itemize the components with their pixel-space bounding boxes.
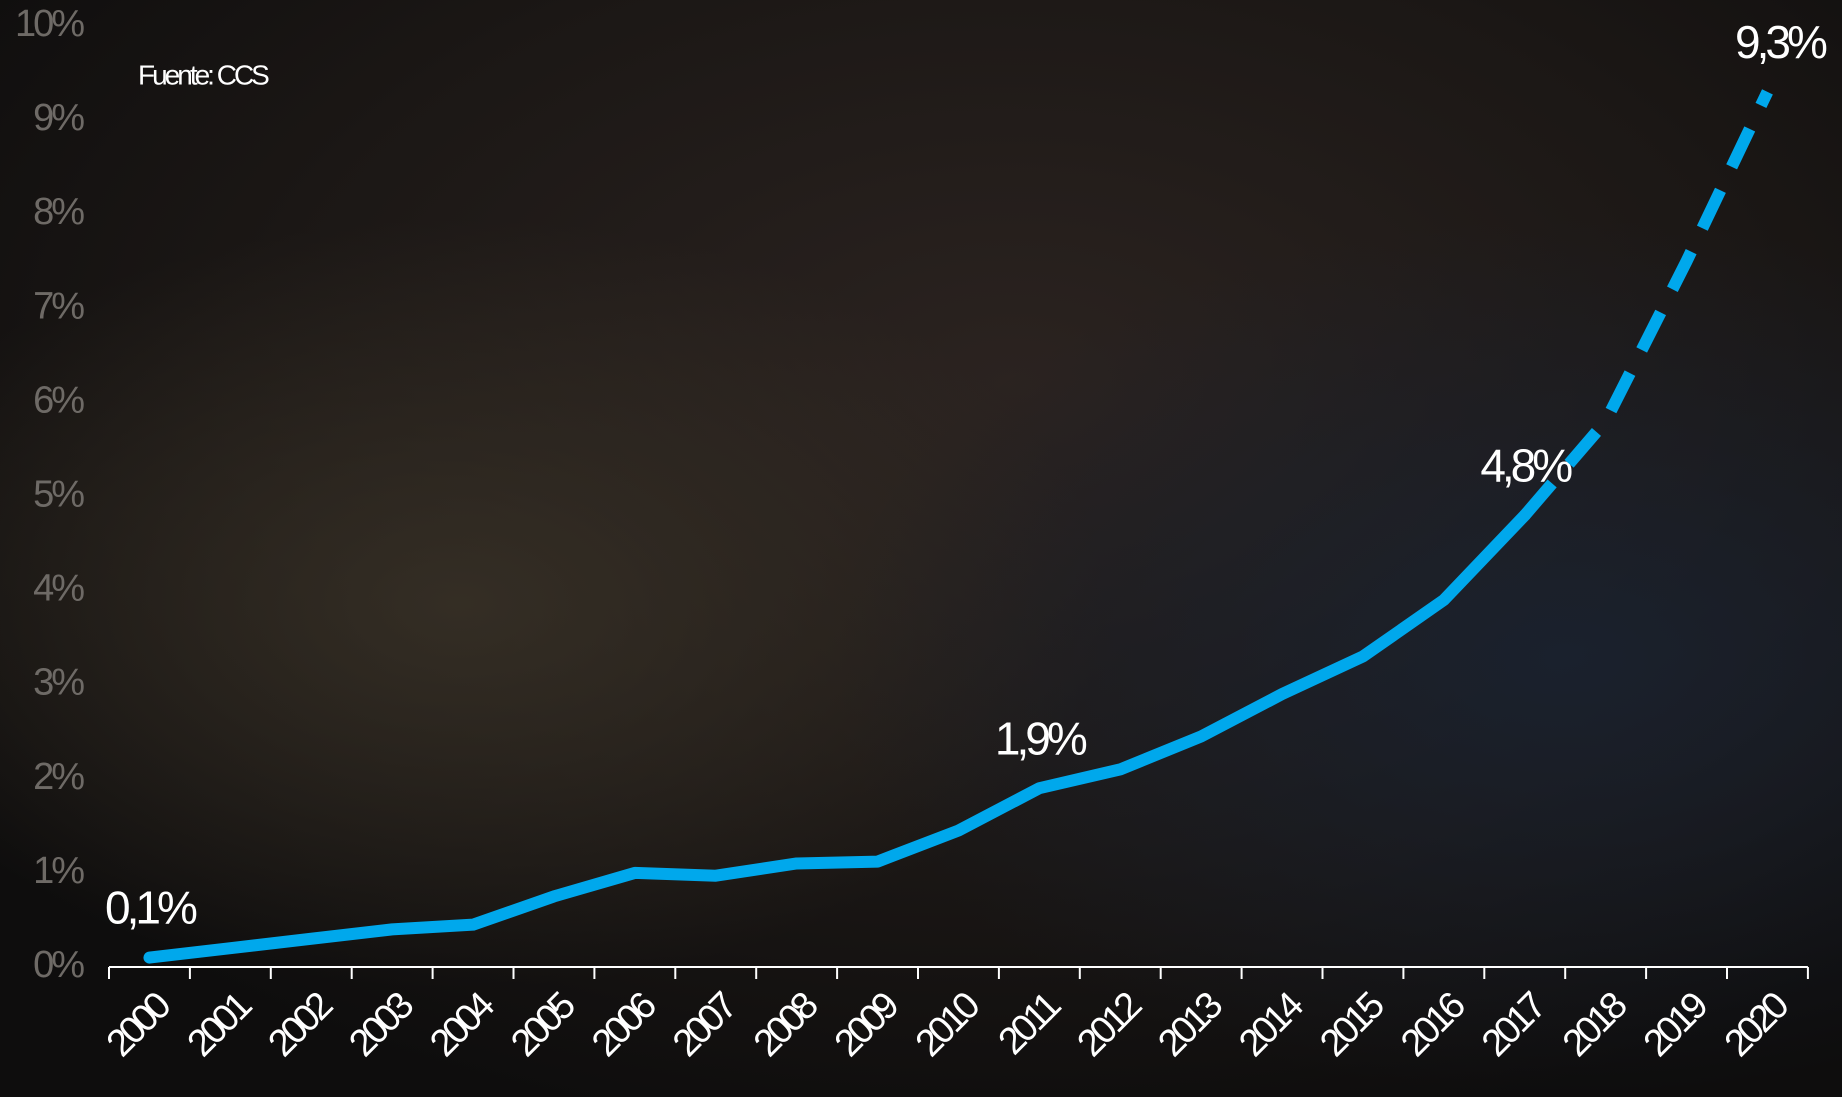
y-tick-label: 2%: [33, 756, 84, 798]
y-tick-label: 7%: [33, 285, 84, 327]
y-tick-label: 5%: [33, 474, 84, 516]
y-tick-label: 1%: [33, 850, 84, 892]
data-label: 9,3%: [1735, 16, 1827, 68]
y-tick-label: 9%: [33, 97, 84, 139]
y-tick-label: 6%: [33, 379, 84, 421]
y-tick-label: 10%: [15, 3, 84, 45]
y-tick-label: 3%: [33, 662, 84, 704]
y-tick-label: 4%: [33, 568, 84, 610]
data-label: 1,9%: [995, 712, 1087, 764]
y-tick-label: 0%: [33, 944, 84, 986]
y-tick-label: 8%: [33, 191, 84, 233]
data-line: [1520, 89, 1773, 520]
source-note: Fuente: CCS: [138, 59, 269, 90]
data-label: 0,1%: [105, 882, 197, 934]
data-label: 4,8%: [1480, 439, 1572, 491]
data-line: [143, 509, 1531, 964]
